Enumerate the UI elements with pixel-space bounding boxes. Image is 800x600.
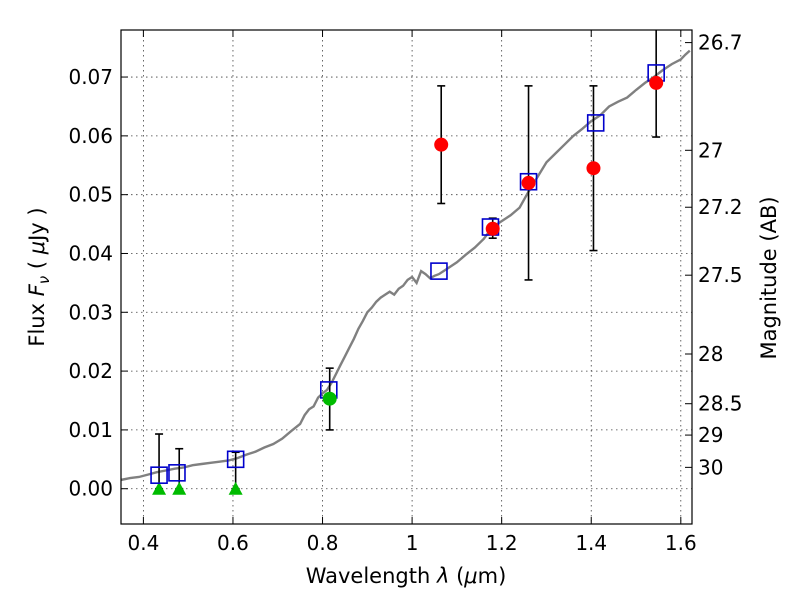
y-tick-label: 0.04 xyxy=(68,241,113,265)
right-axis-label: Magnitude (AB) xyxy=(757,196,781,359)
y-tick-label: 0.02 xyxy=(68,359,113,383)
y-tick-label: 0.00 xyxy=(68,477,113,501)
x-tick-label: 1.4 xyxy=(575,531,607,555)
y-tick-label: 0.05 xyxy=(68,183,113,207)
upper-limit-triangle xyxy=(152,481,167,495)
detection-point-red xyxy=(521,175,536,190)
x-tick-label: 0.4 xyxy=(127,531,159,555)
right-tick-label: 28 xyxy=(698,342,723,366)
detection-point-red xyxy=(586,161,601,176)
right-tick-label: 30 xyxy=(698,455,723,479)
detection-point-red xyxy=(649,75,664,90)
detection-point-red xyxy=(434,137,449,152)
model-photometry-square xyxy=(150,466,168,484)
y-tick-label: 0.07 xyxy=(68,65,113,89)
x-axis-label: Wavelength λ (μm) xyxy=(306,564,507,588)
model-photometry-square xyxy=(226,450,245,469)
x-tick-label: 1.2 xyxy=(486,531,518,555)
model-photometry-square xyxy=(168,464,186,482)
y-tick-label: 0.01 xyxy=(68,418,113,442)
grid-lines xyxy=(121,30,692,524)
x-tick-label: 1 xyxy=(406,531,419,555)
model-photometry-square xyxy=(430,262,448,280)
y-tick-label: 0.03 xyxy=(68,300,113,324)
x-tick-label: 0.6 xyxy=(217,531,249,555)
x-tick-label: 1.6 xyxy=(665,531,697,555)
right-tick-label: 27.5 xyxy=(698,263,743,287)
detection-point-green xyxy=(322,391,337,406)
right-tick-label: 27.2 xyxy=(698,195,743,219)
upper-limit-triangle xyxy=(172,481,187,495)
upper-limit-triangle xyxy=(228,481,243,495)
right-tick-label: 29 xyxy=(698,423,723,447)
x-tick-label: 0.8 xyxy=(307,531,339,555)
right-tick-label: 26.7 xyxy=(698,31,743,55)
axis-ticks: 0.4 0.6 0.8 1 1.2 1.4 1.6 0.00 0.01 0.02 0.03 0.04 0… xyxy=(68,30,743,555)
model-photometry-square xyxy=(586,114,605,132)
y-tick-label: 0.06 xyxy=(68,124,113,148)
plot-frame xyxy=(120,29,693,525)
detection-point-red xyxy=(485,221,500,236)
right-tick-label: 27 xyxy=(698,138,723,162)
y-axis-label: Flux Fν ( μJy ) xyxy=(25,207,53,346)
plot-data xyxy=(121,30,691,495)
right-tick-label: 28.5 xyxy=(698,392,743,416)
